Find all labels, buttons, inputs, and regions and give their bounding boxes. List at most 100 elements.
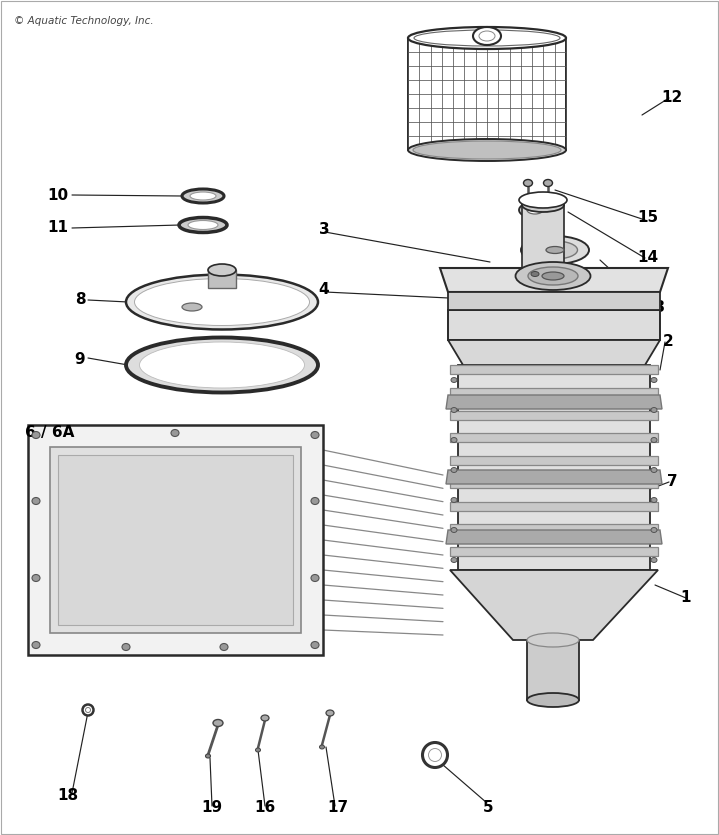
Ellipse shape bbox=[208, 264, 236, 276]
Polygon shape bbox=[450, 387, 658, 397]
Ellipse shape bbox=[519, 192, 567, 208]
Ellipse shape bbox=[451, 558, 457, 563]
Polygon shape bbox=[450, 433, 658, 443]
Ellipse shape bbox=[311, 641, 319, 649]
Text: 7: 7 bbox=[667, 474, 677, 489]
Text: © Aquatic Technology, Inc.: © Aquatic Technology, Inc. bbox=[14, 16, 154, 26]
Polygon shape bbox=[28, 425, 323, 655]
Polygon shape bbox=[522, 205, 564, 268]
Ellipse shape bbox=[527, 633, 579, 647]
Text: 19: 19 bbox=[201, 801, 223, 816]
Ellipse shape bbox=[255, 748, 260, 752]
Ellipse shape bbox=[533, 241, 577, 259]
Text: 14: 14 bbox=[638, 250, 659, 266]
Polygon shape bbox=[458, 365, 650, 570]
Ellipse shape bbox=[479, 31, 495, 41]
Ellipse shape bbox=[522, 198, 564, 212]
Ellipse shape bbox=[408, 139, 566, 161]
Ellipse shape bbox=[651, 558, 657, 563]
Ellipse shape bbox=[451, 468, 457, 473]
Ellipse shape bbox=[86, 707, 91, 712]
Ellipse shape bbox=[182, 189, 224, 203]
Polygon shape bbox=[446, 470, 662, 484]
Ellipse shape bbox=[139, 342, 305, 388]
Ellipse shape bbox=[651, 468, 657, 473]
Polygon shape bbox=[50, 447, 301, 633]
Polygon shape bbox=[450, 502, 658, 511]
Ellipse shape bbox=[326, 710, 334, 716]
Ellipse shape bbox=[651, 377, 657, 382]
Text: 1: 1 bbox=[681, 590, 691, 605]
Text: 16: 16 bbox=[255, 801, 275, 816]
Ellipse shape bbox=[206, 754, 211, 758]
Ellipse shape bbox=[408, 27, 566, 49]
Ellipse shape bbox=[311, 498, 319, 504]
Text: 3: 3 bbox=[319, 222, 329, 237]
Ellipse shape bbox=[190, 192, 216, 200]
Text: 17: 17 bbox=[327, 801, 349, 816]
Ellipse shape bbox=[544, 180, 552, 186]
Polygon shape bbox=[450, 456, 658, 465]
Ellipse shape bbox=[414, 30, 560, 46]
Ellipse shape bbox=[311, 574, 319, 581]
Polygon shape bbox=[527, 640, 579, 700]
Polygon shape bbox=[58, 455, 293, 625]
Ellipse shape bbox=[473, 27, 501, 45]
Polygon shape bbox=[448, 292, 660, 310]
Ellipse shape bbox=[451, 438, 457, 443]
Text: c: c bbox=[170, 606, 175, 615]
Ellipse shape bbox=[651, 498, 657, 503]
Ellipse shape bbox=[134, 279, 309, 326]
Text: c: c bbox=[65, 606, 70, 615]
Ellipse shape bbox=[423, 742, 447, 767]
Text: c: c bbox=[65, 533, 70, 542]
Polygon shape bbox=[450, 524, 658, 534]
Ellipse shape bbox=[651, 438, 657, 443]
Ellipse shape bbox=[523, 180, 533, 186]
Text: 2: 2 bbox=[663, 335, 674, 350]
Text: 10: 10 bbox=[47, 189, 68, 204]
Ellipse shape bbox=[319, 745, 324, 749]
Ellipse shape bbox=[32, 498, 40, 504]
Ellipse shape bbox=[32, 641, 40, 649]
Ellipse shape bbox=[32, 574, 40, 581]
Ellipse shape bbox=[311, 432, 319, 438]
Polygon shape bbox=[450, 411, 658, 419]
Polygon shape bbox=[450, 479, 658, 488]
Ellipse shape bbox=[261, 715, 269, 721]
Text: 13: 13 bbox=[644, 301, 666, 316]
Polygon shape bbox=[450, 570, 658, 640]
Ellipse shape bbox=[429, 748, 441, 762]
Ellipse shape bbox=[171, 429, 179, 437]
Ellipse shape bbox=[546, 246, 564, 254]
Polygon shape bbox=[446, 530, 662, 544]
Ellipse shape bbox=[519, 202, 551, 218]
Polygon shape bbox=[448, 310, 660, 340]
Text: 11: 11 bbox=[47, 220, 68, 235]
Ellipse shape bbox=[527, 206, 543, 214]
Ellipse shape bbox=[213, 720, 223, 726]
Ellipse shape bbox=[451, 407, 457, 412]
Polygon shape bbox=[448, 340, 660, 365]
Text: 12: 12 bbox=[661, 90, 682, 105]
Ellipse shape bbox=[451, 528, 457, 533]
Text: 9: 9 bbox=[75, 352, 86, 367]
Ellipse shape bbox=[542, 272, 564, 280]
Ellipse shape bbox=[83, 705, 93, 716]
Text: 6 / 6A: 6 / 6A bbox=[25, 424, 75, 439]
Ellipse shape bbox=[182, 303, 202, 311]
Polygon shape bbox=[446, 395, 662, 409]
Text: 15: 15 bbox=[638, 210, 659, 225]
Polygon shape bbox=[440, 268, 668, 292]
Ellipse shape bbox=[528, 267, 578, 285]
Ellipse shape bbox=[126, 337, 318, 392]
Ellipse shape bbox=[126, 275, 318, 330]
Ellipse shape bbox=[651, 528, 657, 533]
Ellipse shape bbox=[451, 498, 457, 503]
Text: 8: 8 bbox=[75, 292, 86, 307]
Polygon shape bbox=[208, 270, 236, 288]
Ellipse shape bbox=[451, 377, 457, 382]
Ellipse shape bbox=[122, 644, 130, 650]
Polygon shape bbox=[450, 365, 658, 374]
Ellipse shape bbox=[527, 693, 579, 707]
